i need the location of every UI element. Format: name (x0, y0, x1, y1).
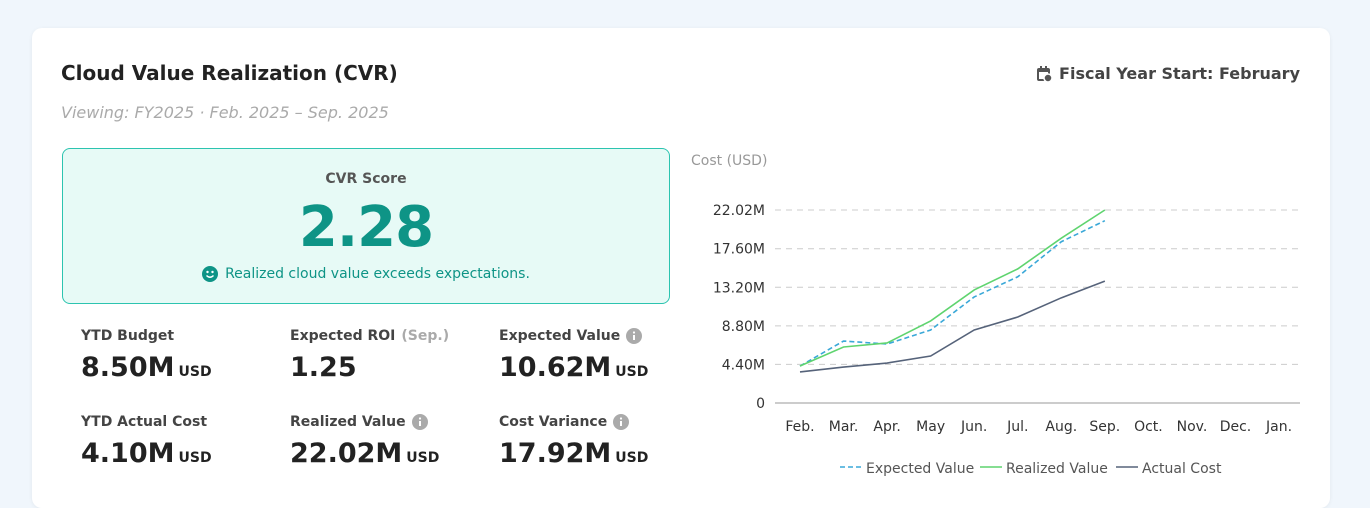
metric-unit: USD (615, 364, 649, 380)
metric-label-text: Realized Value (290, 414, 406, 430)
x-tick-label: Feb. (785, 419, 814, 435)
metric-value-text: 4.10M (81, 438, 175, 469)
legend-label: Realized Value (1006, 461, 1108, 477)
metric-value-text: 8.50M (81, 352, 175, 383)
score-label: CVR Score (325, 171, 407, 187)
score-message: Realized cloud value exceeds expectation… (63, 266, 669, 282)
metric-value-text: 17.92M (499, 438, 612, 469)
x-tick-label: Apr. (873, 419, 900, 435)
metric-value-text: 1.25 (290, 352, 357, 383)
x-tick-label: May (916, 419, 945, 435)
series-line (799, 209, 1106, 367)
metric-label: Expected Value (499, 328, 643, 344)
metric-value: 22.02M USD (290, 438, 439, 469)
metric-value-text: 22.02M (290, 438, 403, 469)
legend-label: Actual Cost (1142, 461, 1222, 477)
info-icon[interactable] (411, 414, 428, 430)
legend-label: Expected Value (866, 461, 974, 477)
metric-value: 17.92M USD (499, 438, 648, 469)
y-tick-label: 13.20M (713, 280, 765, 296)
message-text: Realized cloud value exceeds expectation… (225, 266, 530, 282)
card: Cloud Value Realization (CVR) Fiscal Yea… (32, 28, 1330, 508)
y-tick-label: 17.60M (713, 242, 765, 258)
info-icon[interactable] (613, 414, 630, 430)
x-tick-label: Oct. (1134, 419, 1163, 435)
metric-value: 1.25 (290, 352, 357, 383)
fiscal-year[interactable]: Fiscal Year Start: February (1035, 64, 1300, 83)
y-tick-label: 0 (756, 396, 765, 412)
series-line (799, 280, 1106, 373)
info-icon[interactable] (626, 328, 643, 344)
x-tick-label: Aug. (1045, 419, 1077, 435)
metric-value-text: 10.62M (499, 352, 612, 383)
metric-label-text: Expected ROI (290, 328, 396, 344)
x-tick-label: Sep. (1089, 419, 1120, 435)
metric-value: 8.50M USD (81, 352, 212, 383)
metric-unit: USD (615, 450, 649, 466)
metric-unit: USD (406, 450, 440, 466)
calendar-icon (1037, 65, 1053, 83)
metric-value: 4.10M USD (81, 438, 212, 469)
x-tick-label: Dec. (1220, 419, 1252, 435)
score-box: CVR Score 2.28 Realized cloud value exce… (62, 148, 670, 304)
title: Cloud Value Realization (CVR) (61, 61, 398, 85)
chart: Cost (USD) 0 4.40M 8.80M 13.20M 17.60M 22.02M F… (691, 153, 1300, 477)
metric-label: YTD Actual Cost (81, 414, 207, 430)
y-tick-label: 22.02M (713, 203, 765, 219)
metric-label: Realized Value (290, 414, 428, 430)
metric-label: YTD Budget (81, 328, 174, 344)
metric-label-text: YTD Budget (81, 328, 175, 344)
x-tick-label: Mar. (829, 419, 859, 435)
x-tick-label: Jul. (1006, 419, 1028, 435)
metric-label: Cost Variance (499, 414, 630, 430)
x-tick-label: Jun. (960, 419, 987, 435)
y-tick-label: 8.80M (722, 319, 765, 335)
metric-unit: USD (178, 364, 212, 380)
series-line (799, 219, 1106, 367)
x-tick-label: Jan. (1265, 419, 1292, 435)
score-value: 2.28 (298, 195, 434, 260)
subtitle: Viewing: FY2025 · Feb. 2025 – Sep. 2025 (61, 103, 389, 122)
metric-label-text: Cost Variance (499, 414, 608, 430)
metric-unit: USD (178, 450, 212, 466)
metric-label: Expected ROI (Sep.) (290, 328, 449, 344)
y-axis-label: Cost (USD) (691, 153, 767, 169)
metric-value: 10.62M USD (499, 352, 648, 383)
fiscal-text: Fiscal Year Start: February (1059, 64, 1300, 83)
page: Cloud Value Realization (CVR) Fiscal Yea… (32, 28, 1330, 508)
x-tick-label: Nov. (1177, 419, 1208, 435)
smile-icon (202, 266, 219, 282)
metric-label-text: Expected Value (499, 328, 621, 344)
metric-label-text: YTD Actual Cost (81, 414, 208, 430)
metric-note: (Sep.) (401, 328, 450, 344)
y-tick-label: 4.40M (722, 357, 765, 373)
